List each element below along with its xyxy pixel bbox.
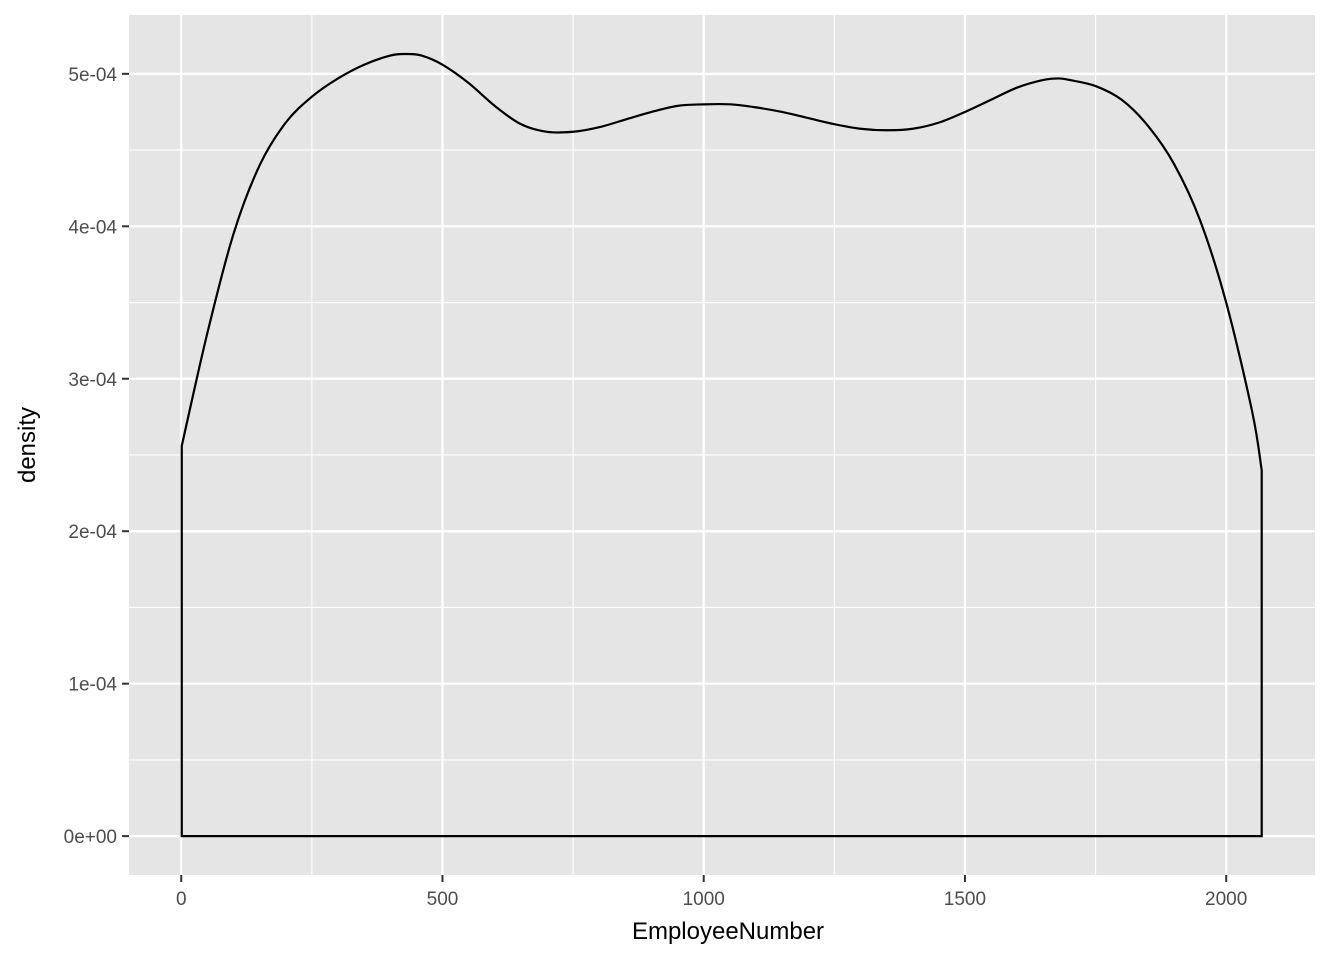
x-tick-label: 1000 [683,889,725,910]
x-tick-label: 0 [176,889,187,910]
y-tick-label: 5e-04 [68,65,117,86]
y-axis: 0e+00 1e-04 2e-04 3e-04 4e-04 5e-04 [64,65,129,848]
major-grid [129,15,1315,875]
plot-panel [129,15,1315,875]
x-tick-label: 500 [427,889,459,910]
x-axis-title: EmployeeNumber [632,918,824,945]
y-tick-label: 1e-04 [68,675,117,696]
y-tick-label: 3e-04 [68,370,117,391]
minor-grid [129,15,1315,875]
x-tick-label: 2000 [1205,889,1247,910]
y-axis-title: density [14,407,41,483]
y-tick-label: 4e-04 [68,217,117,238]
x-axis: 0 500 1000 1500 2000 [176,875,1247,910]
y-tick-label: 2e-04 [68,522,117,543]
y-tick-label: 0e+00 [64,827,117,848]
x-tick-label: 1500 [944,889,986,910]
density-curve [180,52,1263,838]
